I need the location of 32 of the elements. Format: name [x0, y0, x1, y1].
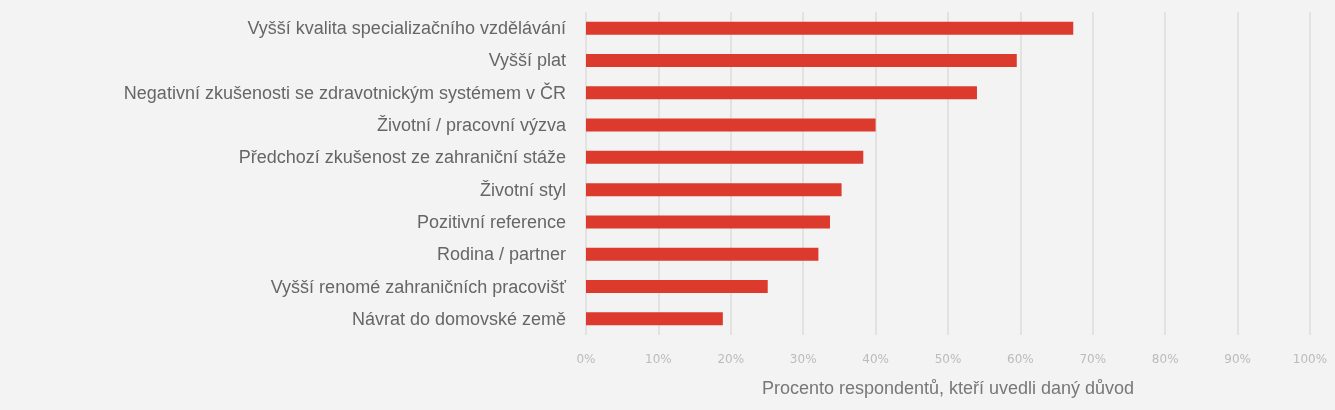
- y-tick-label: Životní / pracovní výzva: [376, 115, 567, 136]
- bar: [586, 118, 876, 132]
- x-tick-label: 70%: [1079, 352, 1107, 366]
- bar: [586, 21, 1074, 35]
- x-tick-label: 0%: [576, 352, 596, 366]
- y-tick-label: Vyšší kvalita specializačního vzdělávání: [247, 18, 566, 39]
- bar: [586, 183, 842, 197]
- bar: [586, 247, 819, 261]
- y-tick-label: Předchozí zkušenost ze zahraniční stáže: [238, 147, 566, 168]
- y-tick-label: Rodina / partner: [436, 244, 566, 265]
- y-tick-label: Návrat do domovské země: [351, 308, 566, 329]
- x-tick-label: 100%: [1292, 352, 1328, 366]
- bar: [586, 150, 864, 164]
- y-tick-label: Pozitivní reference: [416, 211, 566, 232]
- y-tick-label: Vyšší renomé zahraničních pracovišť: [270, 276, 567, 297]
- x-tick-label: 30%: [789, 352, 817, 366]
- x-axis-title: Procento respondentů, kteří uvedli daný důvod: [761, 378, 1135, 398]
- x-tick-label: 50%: [934, 352, 962, 366]
- x-tick-label: 40%: [862, 352, 889, 366]
- x-tick-label: 80%: [1151, 352, 1179, 366]
- bar: [586, 280, 768, 294]
- y-tick-label: Životní styl: [479, 179, 566, 200]
- y-tick-label: Vyšší plat: [488, 50, 566, 71]
- y-tick-label: Negativní zkušenosti se zdravotnickým systémem v ČR: [123, 81, 566, 103]
- x-tick-label: 60%: [1007, 352, 1034, 366]
- x-tick-label: 90%: [1224, 352, 1251, 366]
- bar: [586, 312, 723, 326]
- x-tick-label: 20%: [717, 352, 745, 366]
- x-tick-label: 10%: [645, 352, 672, 366]
- bar: [586, 86, 977, 100]
- bar: [586, 53, 1017, 67]
- bar: [586, 215, 830, 229]
